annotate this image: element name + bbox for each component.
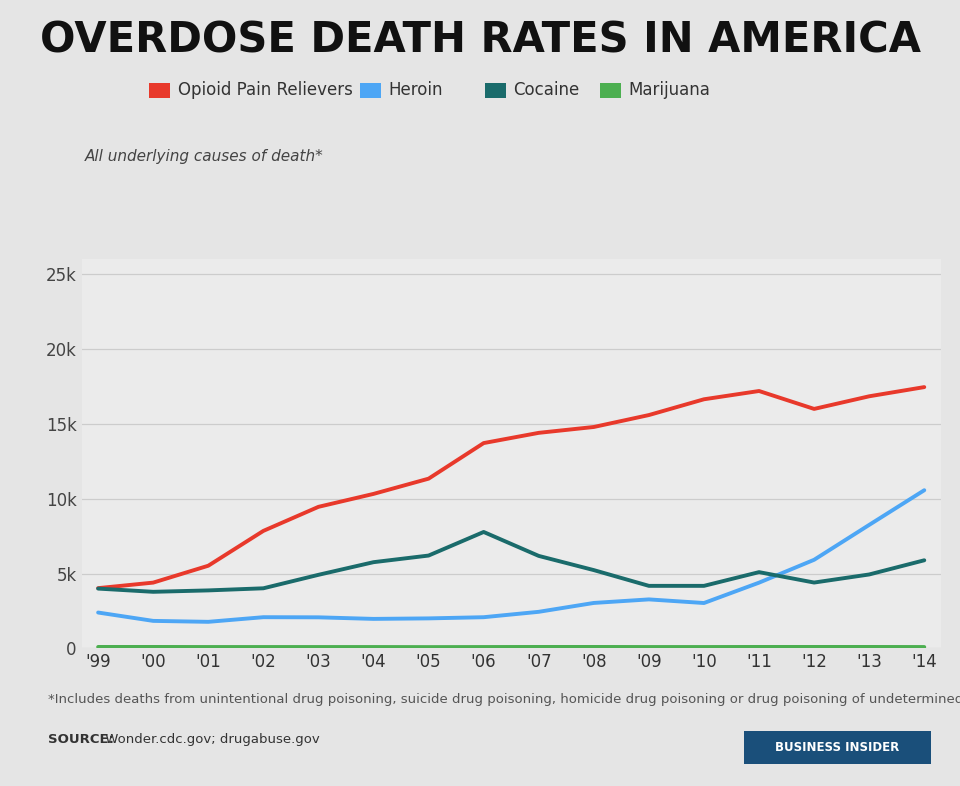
Text: OVERDOSE DEATH RATES IN AMERICA: OVERDOSE DEATH RATES IN AMERICA [39,20,921,61]
Text: Marijuana: Marijuana [629,82,710,99]
Text: *Includes deaths from unintentional drug poisoning, suicide drug poisoning, homi: *Includes deaths from unintentional drug… [48,693,960,707]
Text: BUSINESS INSIDER: BUSINESS INSIDER [776,741,900,754]
Text: Heroin: Heroin [389,82,444,99]
Text: Opioid Pain Relievers: Opioid Pain Relievers [178,82,352,99]
Text: All underlying causes of death*: All underlying causes of death* [84,149,324,164]
Text: SOURCE:: SOURCE: [48,733,114,746]
Text: Wonder.cdc.gov; drugabuse.gov: Wonder.cdc.gov; drugabuse.gov [101,733,320,746]
Text: Cocaine: Cocaine [514,82,580,99]
